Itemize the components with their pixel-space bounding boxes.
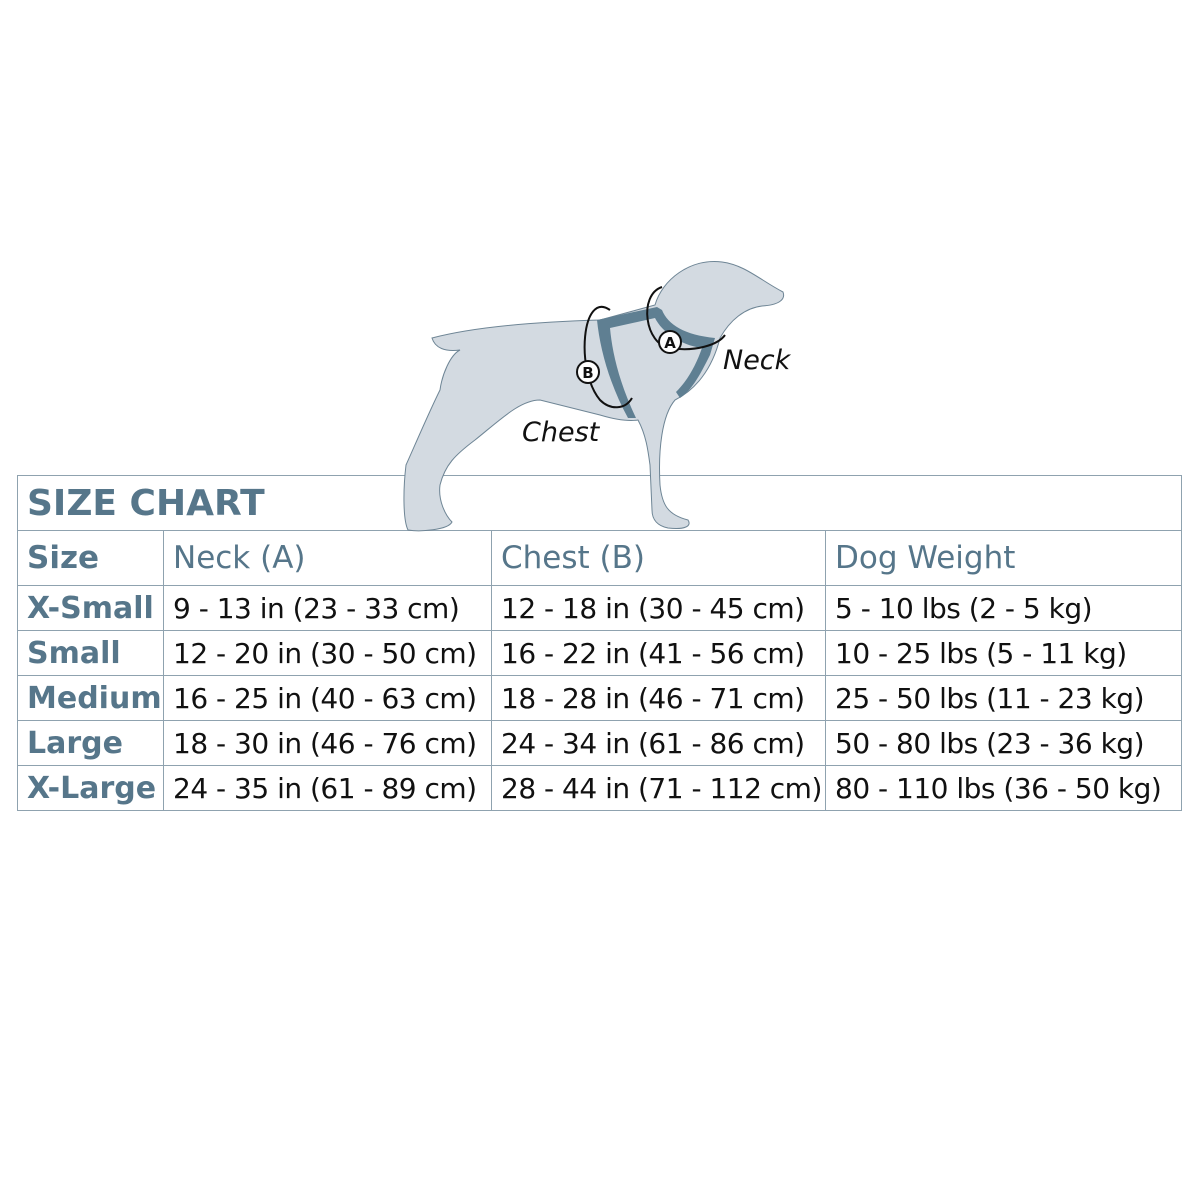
- header-neck: Neck (A): [163, 530, 492, 586]
- chest-cell: 24 - 34 in (61 - 86 cm): [491, 720, 826, 766]
- chest-cell: 28 - 44 in (71 - 112 cm): [491, 765, 826, 811]
- header-weight: Dog Weight: [825, 530, 1182, 586]
- size-chart-table: SIZE CHART Size Neck (A) Chest (B) Dog W…: [17, 475, 1182, 811]
- chest-arrow: [583, 306, 633, 409]
- chest-label: Chest: [522, 417, 601, 448]
- neck-cell: 24 - 35 in (61 - 89 cm): [163, 765, 492, 811]
- neck-cell: 16 - 25 in (40 - 63 cm): [163, 675, 492, 721]
- size-chart-title: SIZE CHART: [17, 475, 1182, 531]
- neck-cell: 9 - 13 in (23 - 33 cm): [163, 585, 492, 631]
- weight-cell: 50 - 80 lbs (23 - 36 kg): [825, 720, 1182, 766]
- neck-cell: 18 - 30 in (46 - 76 cm): [163, 720, 492, 766]
- table-row: X-Small 9 - 13 in (23 - 33 cm) 12 - 18 i…: [17, 585, 1182, 631]
- marker-a: A: [664, 334, 676, 352]
- weight-cell: 5 - 10 lbs (2 - 5 kg): [825, 585, 1182, 631]
- header-chest: Chest (B): [491, 530, 826, 586]
- table-row: Small 12 - 20 in (30 - 50 cm) 16 - 22 in…: [17, 630, 1182, 676]
- size-cell: X-Small: [17, 585, 164, 631]
- harness-strap: [597, 307, 715, 418]
- title-row: SIZE CHART: [17, 475, 1182, 531]
- chest-cell: 12 - 18 in (30 - 45 cm): [491, 585, 826, 631]
- marker-b-circle: [576, 360, 600, 384]
- chest-cell: 18 - 28 in (46 - 71 cm): [491, 675, 826, 721]
- marker-a-circle: [658, 330, 682, 354]
- neck-label: Neck: [723, 345, 792, 376]
- neck-cell: 12 - 20 in (30 - 50 cm): [163, 630, 492, 676]
- weight-cell: 80 - 110 lbs (36 - 50 kg): [825, 765, 1182, 811]
- weight-cell: 25 - 50 lbs (11 - 23 kg): [825, 675, 1182, 721]
- marker-b: B: [582, 364, 593, 382]
- table-row: Medium 16 - 25 in (40 - 63 cm) 18 - 28 i…: [17, 675, 1182, 721]
- size-cell: X-Large: [17, 765, 164, 811]
- size-cell: Large: [17, 720, 164, 766]
- size-cell: Small: [17, 630, 164, 676]
- header-size: Size: [17, 530, 164, 586]
- chest-cell: 16 - 22 in (41 - 56 cm): [491, 630, 826, 676]
- weight-cell: 10 - 25 lbs (5 - 11 kg): [825, 630, 1182, 676]
- table-row: X-Large 24 - 35 in (61 - 89 cm) 28 - 44 …: [17, 765, 1182, 811]
- dog-silhouette: [403, 261, 785, 532]
- table-row: Large 18 - 30 in (46 - 76 cm) 24 - 34 in…: [17, 720, 1182, 766]
- size-cell: Medium: [17, 675, 164, 721]
- dog-harness-illustration: B A Neck Chest: [403, 261, 792, 532]
